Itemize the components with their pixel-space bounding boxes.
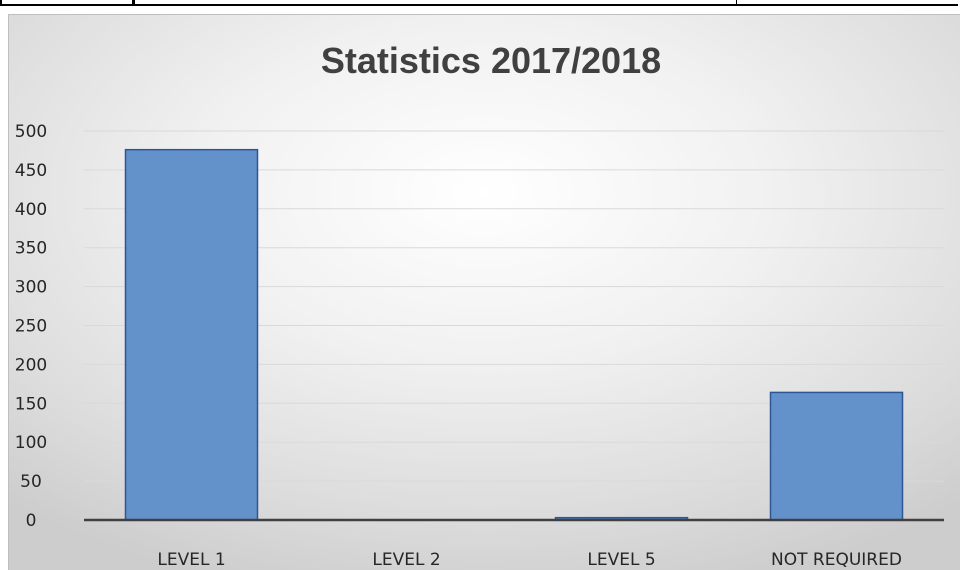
y-tick-label: 400 bbox=[15, 200, 47, 220]
y-tick-label: 50 bbox=[20, 472, 42, 492]
table-fragment bbox=[0, 0, 958, 6]
y-tick-label: 250 bbox=[15, 317, 47, 337]
bars bbox=[124, 148, 904, 521]
chart-area: Statistics 2017/2018 0 50 100 150 200 250 300 3… bbox=[8, 14, 960, 570]
table-column-divider bbox=[736, 0, 737, 6]
category-label: LEVEL 5 bbox=[587, 550, 655, 570]
y-tick-label: 300 bbox=[15, 278, 47, 298]
bar-chart: Statistics 2017/2018 0 50 100 150 200 250 300 3… bbox=[15, 40, 944, 570]
y-tick-label: 500 bbox=[15, 122, 47, 142]
y-tick-label: 350 bbox=[15, 239, 47, 259]
y-tick-label: 150 bbox=[15, 394, 47, 414]
category-label: LEVEL 2 bbox=[372, 550, 440, 570]
x-axis-tick-labels: LEVEL 1 LEVEL 2 LEVEL 5 NOT REQUIRED bbox=[157, 550, 902, 570]
y-tick-label: 200 bbox=[15, 355, 47, 375]
y-tick-label: 450 bbox=[15, 161, 47, 181]
y-tick-label: 100 bbox=[15, 433, 47, 453]
y-tick-label: 0 bbox=[26, 511, 37, 531]
category-label: LEVEL 1 bbox=[157, 550, 225, 570]
bar bbox=[769, 391, 904, 521]
y-axis-tick-labels: 0 50 100 150 200 250 300 350 400 450 500 bbox=[15, 122, 47, 531]
table-column-divider bbox=[132, 0, 135, 6]
bar bbox=[124, 148, 259, 521]
category-label: NOT REQUIRED bbox=[771, 550, 902, 570]
chart-title: Statistics 2017/2018 bbox=[321, 40, 661, 81]
